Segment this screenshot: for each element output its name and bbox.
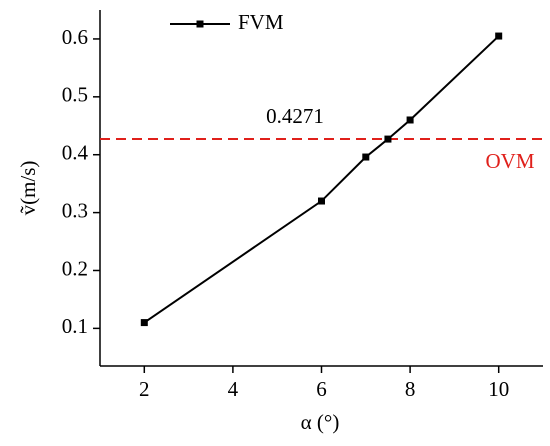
y-tick-label: 0.1 xyxy=(62,314,88,338)
series-line xyxy=(143,35,500,324)
data-point xyxy=(384,135,392,143)
reference-name-label: OVM xyxy=(485,149,534,173)
y-tick-label: 0.3 xyxy=(62,198,88,222)
reference-value-label: 0.4271 xyxy=(266,104,324,128)
y-tick-label: 0.4 xyxy=(62,141,89,165)
data-point xyxy=(362,153,370,161)
x-tick-label: 4 xyxy=(228,377,239,401)
x-tick-label: 8 xyxy=(405,377,416,401)
y-tick-label: 0.2 xyxy=(62,256,88,280)
legend-marker xyxy=(196,20,204,28)
x-tick-label: 2 xyxy=(139,377,150,401)
y-tick-label: 0.5 xyxy=(62,83,88,107)
x-tick-label: 6 xyxy=(316,377,327,401)
y-axis-label: ṽ(m/s) xyxy=(16,161,40,216)
legend-label: FVM xyxy=(238,10,284,34)
y-tick-label: 0.6 xyxy=(62,25,88,49)
data-point xyxy=(495,32,503,40)
x-tick-label: 10 xyxy=(488,377,509,401)
data-point xyxy=(140,319,148,327)
data-point xyxy=(318,197,325,205)
x-axis-label: α (°) xyxy=(301,410,340,434)
data-point xyxy=(406,116,414,124)
